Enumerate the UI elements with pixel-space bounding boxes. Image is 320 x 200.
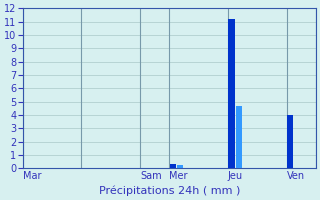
Bar xyxy=(170,164,176,168)
Bar xyxy=(228,19,235,168)
Bar xyxy=(236,106,242,168)
X-axis label: Précipitations 24h ( mm ): Précipitations 24h ( mm ) xyxy=(99,185,240,196)
Bar xyxy=(177,165,183,168)
Bar xyxy=(287,115,293,168)
